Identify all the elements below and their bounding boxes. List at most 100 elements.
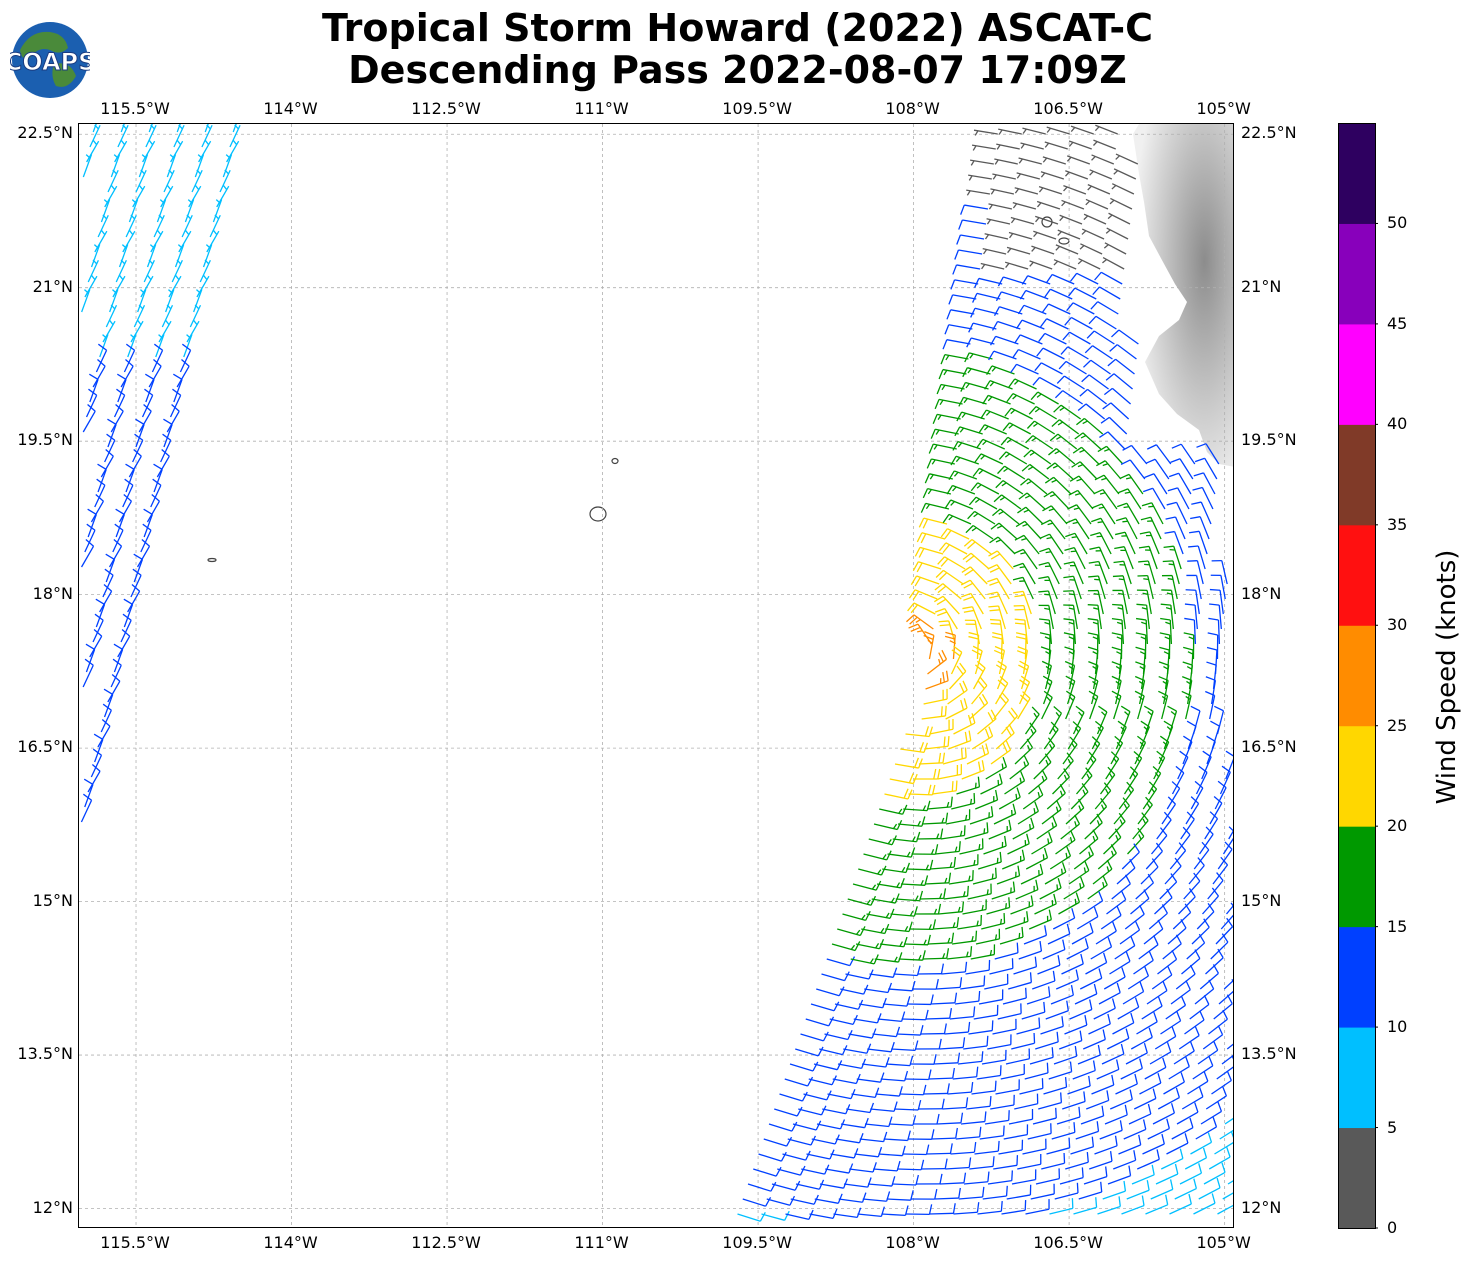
wind-barb xyxy=(980,773,1003,795)
wind-barb xyxy=(890,906,918,917)
colorbar-tick-label: 20 xyxy=(1387,816,1408,836)
wind-barb xyxy=(1118,781,1135,810)
wind-barb xyxy=(990,1094,1015,1110)
wind-barb xyxy=(966,337,995,348)
wind-barb xyxy=(163,169,175,193)
wind-barb xyxy=(1156,811,1172,840)
wind-barb xyxy=(1121,1195,1145,1215)
wind-barb xyxy=(112,523,124,553)
wind-barb xyxy=(872,1026,901,1038)
wind-barb xyxy=(961,760,985,780)
wind-barb xyxy=(1183,632,1195,660)
wind-barb xyxy=(1041,799,1062,825)
wind-barb xyxy=(993,803,1017,825)
wind-barb xyxy=(1142,1133,1165,1155)
wind-barb xyxy=(191,169,203,193)
wind-barb xyxy=(938,368,967,380)
wind-barb xyxy=(1113,797,1130,825)
wind-barb xyxy=(1088,315,1117,330)
wind-barb xyxy=(1166,781,1181,810)
wind-barb xyxy=(777,1165,806,1176)
wind-barb xyxy=(984,380,1013,390)
wind-barb xyxy=(1169,1193,1192,1215)
wind-barb xyxy=(882,862,911,874)
wind-barb xyxy=(889,773,918,785)
wind-barb xyxy=(1021,463,1050,480)
wind-barb xyxy=(1054,390,1083,405)
wind-barb xyxy=(1195,765,1208,795)
wind-barb xyxy=(1030,1183,1055,1200)
wind-barb xyxy=(85,388,98,418)
wind-barb xyxy=(125,214,137,238)
wind-barb xyxy=(1136,589,1152,615)
wind-barb xyxy=(1064,1014,1088,1035)
wind-barb xyxy=(803,1090,832,1101)
wind-barb xyxy=(1002,987,1027,1005)
wind-barb xyxy=(920,1023,947,1035)
wind-barb xyxy=(910,575,940,587)
wind-barb xyxy=(1019,289,1049,300)
wind-barb xyxy=(968,631,980,660)
wind-barb xyxy=(960,1111,987,1125)
wind-barb xyxy=(960,975,986,990)
wind-barb xyxy=(1094,124,1118,135)
wind-barb xyxy=(1166,1133,1189,1155)
wind-barb xyxy=(918,517,948,529)
wind-barb xyxy=(1064,646,1075,675)
wind-barb xyxy=(989,536,1016,555)
wind-barb xyxy=(936,383,965,395)
wind-barb xyxy=(997,276,1027,287)
wind-barb xyxy=(181,214,193,238)
wind-barb xyxy=(1145,458,1170,480)
wind-barb xyxy=(150,230,164,253)
wind-barb xyxy=(1091,1074,1115,1095)
wind-barb xyxy=(1164,530,1184,555)
wind-barb xyxy=(1183,872,1201,900)
wind-barb xyxy=(1063,876,1085,900)
wind-barb xyxy=(1163,720,1174,750)
wind-barb xyxy=(1102,402,1130,420)
wind-barb xyxy=(954,249,983,260)
wind-barb xyxy=(1004,261,1029,270)
wind-barb xyxy=(92,358,106,388)
wind-barb xyxy=(1063,575,1082,600)
wind-barb xyxy=(183,334,193,358)
wind-barb xyxy=(1141,502,1164,525)
wind-barb xyxy=(1051,1122,1076,1140)
wind-barb xyxy=(1079,829,1099,855)
wind-barb xyxy=(1096,1059,1120,1080)
wind-barb xyxy=(104,433,116,463)
wind-barb xyxy=(1123,1119,1147,1140)
wind-barb xyxy=(885,921,913,933)
wind-barb xyxy=(1225,750,1233,780)
wind-barb xyxy=(166,403,180,433)
wind-barb xyxy=(874,952,903,963)
wind-barb xyxy=(819,1178,848,1189)
wind-barb xyxy=(1049,1198,1074,1215)
wind-barb xyxy=(1084,345,1113,360)
wind-barb xyxy=(153,214,165,238)
wind-barb xyxy=(952,264,981,275)
wind-barb xyxy=(934,583,962,600)
wind-barb xyxy=(1038,737,1056,765)
wind-barb xyxy=(1122,981,1145,1005)
wind-barb xyxy=(1025,847,1049,870)
wind-barb xyxy=(1087,632,1099,660)
wind-barb xyxy=(1010,216,1035,225)
longitude-label: 112.5°W xyxy=(411,99,481,118)
wind-barb xyxy=(127,583,141,613)
wind-barb xyxy=(140,523,152,553)
wind-barb xyxy=(137,289,147,313)
wind-barb xyxy=(1042,505,1068,525)
wind-barb xyxy=(924,473,953,484)
wind-barb xyxy=(176,358,190,388)
wind-barb xyxy=(1056,375,1085,390)
wind-barb xyxy=(1140,858,1159,885)
wind-barb xyxy=(1076,906,1099,930)
wind-barb xyxy=(1025,1199,1050,1215)
wind-barb xyxy=(987,564,1012,585)
title-line-1: Tropical Storm Howard (2022) ASCAT-C xyxy=(321,6,1154,50)
wind-barb xyxy=(1186,720,1197,750)
wind-barb xyxy=(1165,516,1186,540)
longitude-label: 108°W xyxy=(885,99,940,118)
